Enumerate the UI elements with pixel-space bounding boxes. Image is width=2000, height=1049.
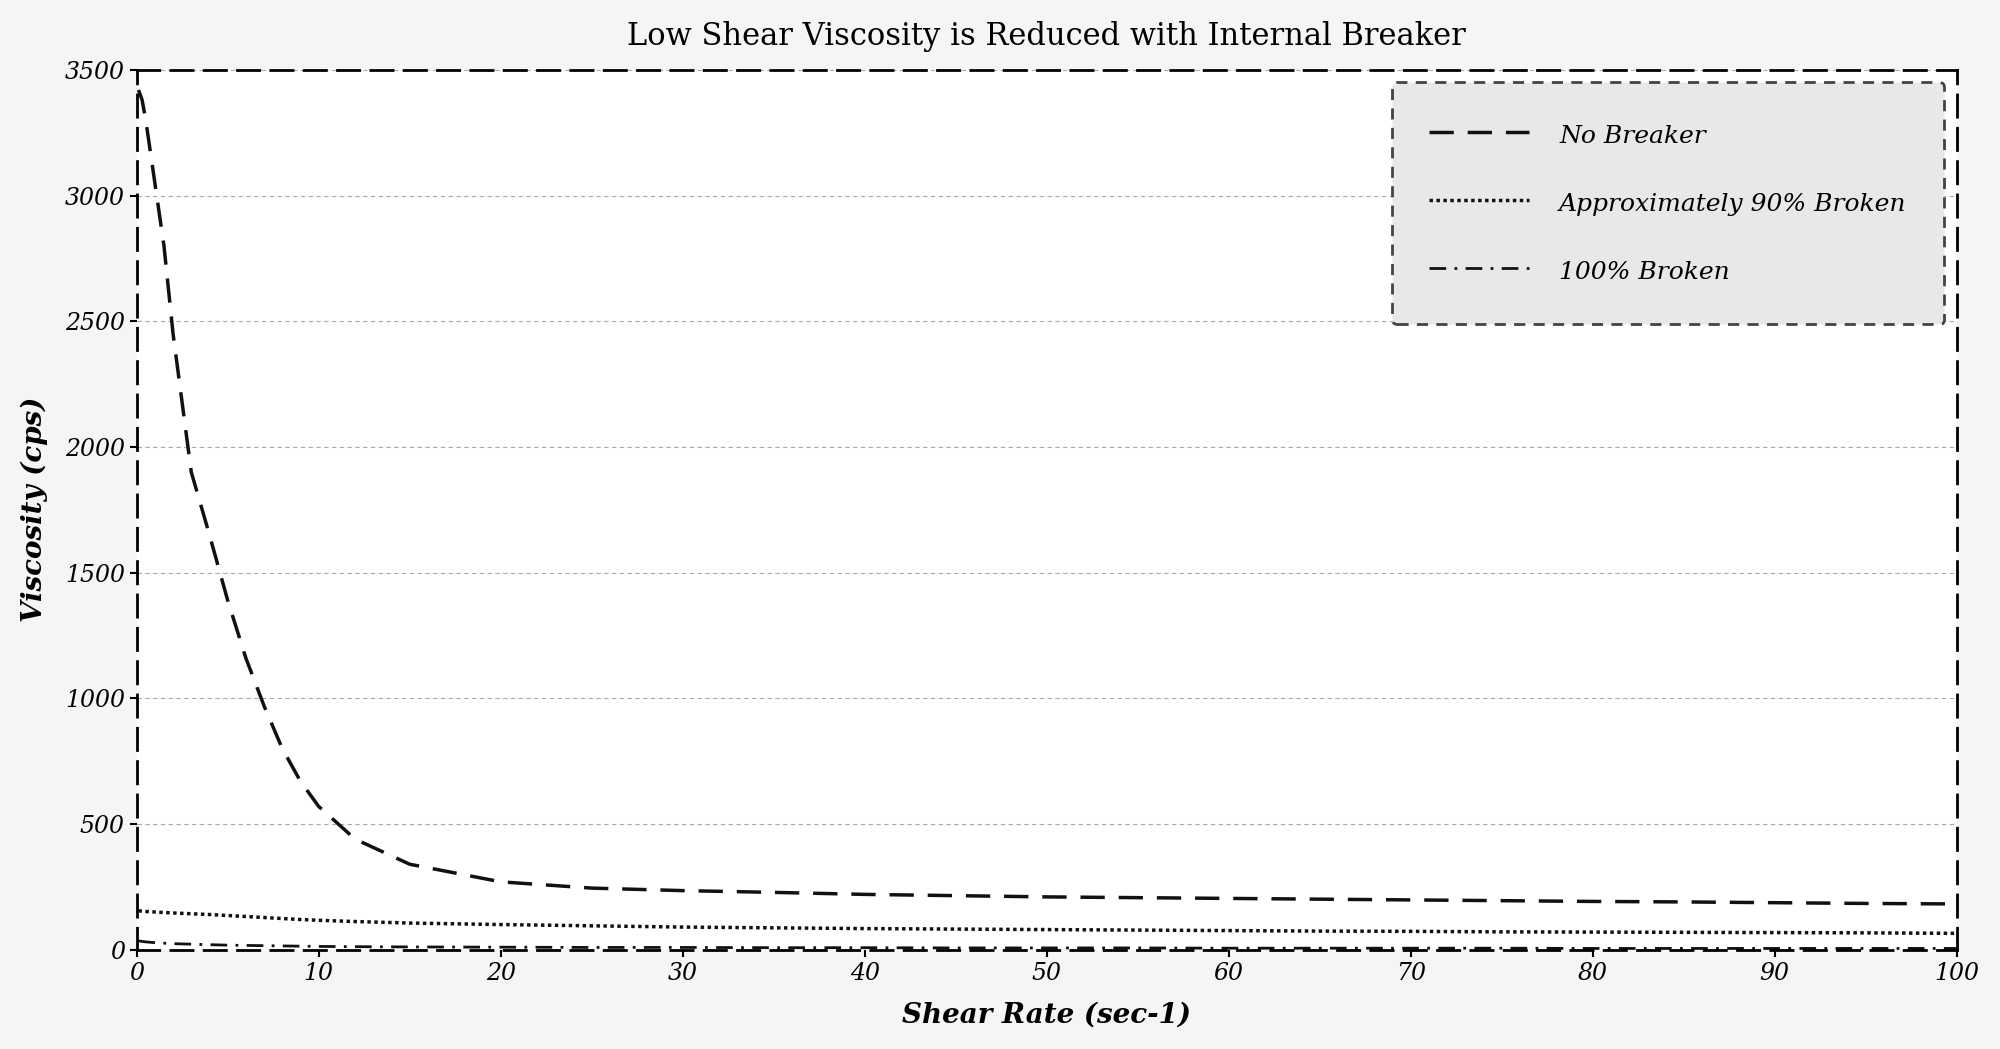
Y-axis label: Viscosity (cps): Viscosity (cps) (20, 398, 48, 622)
Title: Low Shear Viscosity is Reduced with Internal Breaker: Low Shear Viscosity is Reduced with Inte… (628, 21, 1466, 51)
X-axis label: Shear Rate (sec-1): Shear Rate (sec-1) (902, 1001, 1192, 1028)
Legend: No Breaker, Approximately 90% Broken, 100% Broken: No Breaker, Approximately 90% Broken, 10… (1392, 82, 1944, 324)
